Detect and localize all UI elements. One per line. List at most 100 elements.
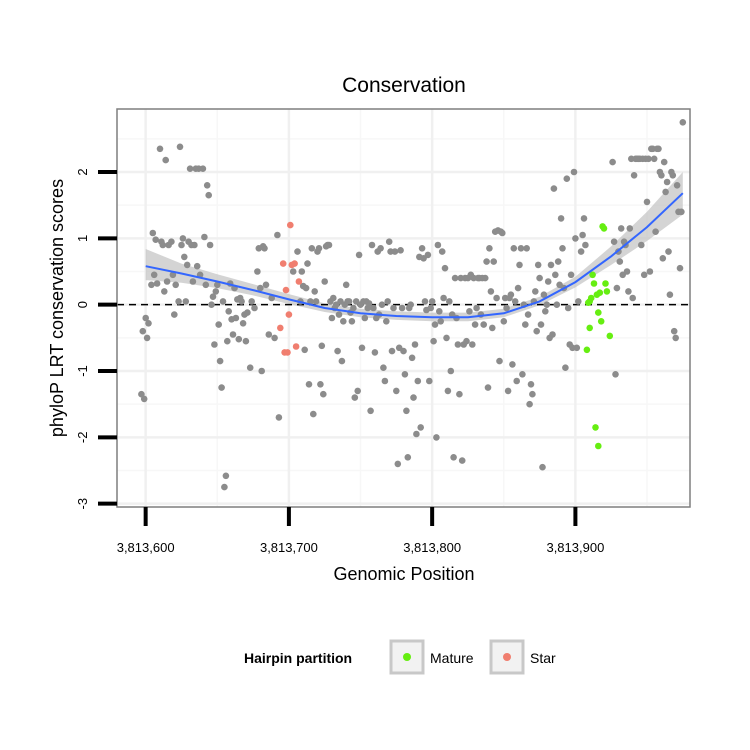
point-other [381,377,389,385]
point-other [609,158,616,166]
point-other [257,284,264,292]
point-other [172,281,179,289]
point-other [408,354,416,362]
point-other [483,258,490,265]
point-mature [583,346,591,354]
point-other [524,311,532,318]
point-other [513,377,520,385]
point-other [440,294,447,302]
point-other [199,165,207,172]
legend-label-star: Star [530,650,556,666]
point-star [279,260,287,267]
x-tick-label: 3,813,700 [260,540,318,555]
point-other [421,298,429,305]
point-other [666,291,674,299]
point-other [181,253,188,261]
point-other [308,245,316,252]
point-other [148,281,155,289]
point-other [380,364,387,372]
point-other [351,394,359,401]
point-mature [592,424,599,431]
point-other [222,472,230,480]
point-other [487,288,495,295]
point-other [514,284,522,292]
point-other [393,387,400,395]
point-mature [595,442,602,450]
point-other [610,238,618,245]
point-other [570,168,578,176]
point-other [310,410,317,418]
point-other [274,231,281,239]
point-other [215,321,222,328]
point-other [338,357,346,365]
legend-title: Hairpin partition [244,650,352,666]
point-other [575,298,582,305]
point-other [258,367,266,375]
point-other [289,268,297,275]
point-other [437,318,445,325]
point-other [370,304,377,312]
point-other [312,298,320,305]
point-other [193,262,201,270]
point-mature [586,298,593,305]
point-other [394,460,402,468]
point-other [463,337,470,345]
point-other [451,274,459,282]
y-axis: -3 -2 -1 0 1 2 [75,168,117,509]
point-star [284,349,291,356]
point-mature [597,318,605,325]
point-other [216,357,224,365]
point-other [398,304,406,312]
point-other [577,248,585,255]
point-other [523,245,530,252]
point-other [317,381,324,388]
point-other [305,381,313,388]
point-other [537,321,545,328]
point-other [354,387,362,395]
point-other [413,430,420,438]
point-other [613,284,621,292]
point-other [626,225,634,232]
point-other [271,334,278,342]
point-other [539,463,546,471]
point-other [212,288,220,295]
point-other [371,349,379,356]
point-other [418,245,426,252]
point-other [235,335,243,343]
point-other [540,291,548,299]
point-other [473,304,480,312]
point-other [401,371,409,378]
point-other [156,145,164,153]
point-other [391,248,399,255]
point-other [175,298,182,305]
point-other [225,308,232,315]
point-other [350,304,357,312]
point-other [638,241,645,249]
point-other [361,314,369,322]
point-star [277,324,284,332]
point-other [239,320,247,327]
point-other [367,407,374,415]
point-other [246,364,254,372]
point-other [456,390,463,398]
y-axis-title: phyloP LRT conservation scores [47,179,67,437]
point-other [161,288,168,295]
point-other [203,182,211,189]
point-other [484,384,492,391]
point-other [552,271,559,279]
point-other [221,483,228,491]
point-other [302,284,310,292]
point-other [630,172,638,179]
point-other [426,377,433,385]
point-other [582,241,589,249]
point-other [471,321,479,328]
point-other [189,278,197,285]
point-other [650,155,658,163]
point-other [567,271,575,279]
point-other [342,281,350,289]
point-other [152,236,159,243]
point-other [414,377,422,385]
point-mature [600,225,608,232]
point-other [159,241,167,249]
point-other [214,281,221,289]
